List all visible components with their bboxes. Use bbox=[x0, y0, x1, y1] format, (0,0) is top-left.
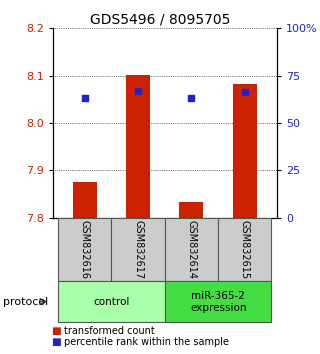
Text: GSM832616: GSM832616 bbox=[80, 220, 90, 279]
Bar bbox=[126, 75, 150, 218]
Point bbox=[189, 96, 194, 101]
Text: GSM832614: GSM832614 bbox=[187, 220, 196, 279]
Text: ■: ■ bbox=[51, 326, 61, 336]
Bar bbox=[111, 218, 165, 281]
Text: ■: ■ bbox=[51, 337, 61, 347]
Bar bbox=[58, 218, 111, 281]
Text: protocol: protocol bbox=[3, 297, 48, 307]
Bar bbox=[165, 218, 218, 281]
Point bbox=[82, 96, 87, 101]
Text: GSM832615: GSM832615 bbox=[240, 220, 250, 279]
Bar bbox=[218, 218, 271, 281]
Text: percentile rank within the sample: percentile rank within the sample bbox=[64, 337, 229, 347]
Bar bbox=[233, 84, 257, 218]
Text: transformed count: transformed count bbox=[64, 326, 155, 336]
Bar bbox=[180, 202, 204, 218]
Bar bbox=[58, 281, 165, 322]
Text: control: control bbox=[93, 297, 130, 307]
Bar bbox=[73, 182, 97, 218]
Point bbox=[242, 90, 247, 95]
Text: GDS5496 / 8095705: GDS5496 / 8095705 bbox=[90, 12, 230, 27]
Point bbox=[136, 88, 141, 94]
Bar bbox=[165, 281, 271, 322]
Text: GSM832617: GSM832617 bbox=[133, 220, 143, 279]
Text: miR-365-2
expression: miR-365-2 expression bbox=[190, 291, 246, 313]
